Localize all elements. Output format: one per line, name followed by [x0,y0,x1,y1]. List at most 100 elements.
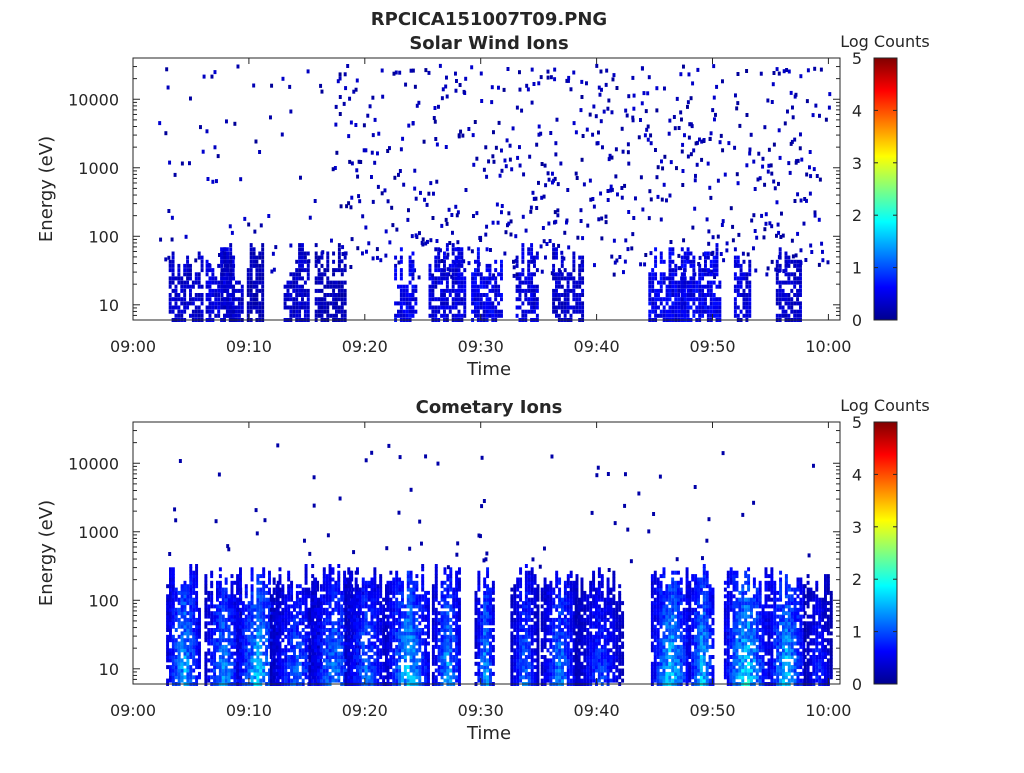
burst-cell [480,293,483,297]
burst-cell [284,293,287,297]
burst-cell [387,581,390,585]
burst-cell [359,618,362,622]
burst-cell [516,306,519,310]
burst-cell [284,285,287,289]
sparse-count-cell [414,85,417,89]
burst-cell [648,276,651,280]
sparse-count-cell [700,158,703,162]
burst-cell [213,638,216,642]
burst-cell [434,264,437,268]
burst-cell [219,574,222,578]
burst-cell [169,293,172,297]
burst-cell [368,604,371,608]
burst-cell [304,314,307,318]
sparse-count-cell [605,215,608,219]
sparse-count-cell [745,163,748,167]
burst-cell [298,293,301,297]
burst-cell [347,578,350,582]
burst-cell [209,297,212,301]
burst-cell [320,621,323,625]
burst-cell [320,584,323,588]
sparse-count-cell [464,77,467,81]
burst-cell [175,638,178,642]
burst-cell [226,260,229,264]
burst-cell [233,658,236,662]
burst-cell [674,310,677,314]
burst-cell [347,591,350,595]
burst-cell [335,285,338,289]
sparse-count-cell [763,183,766,187]
burst-cell [674,314,677,318]
burst-cell [787,297,790,301]
burst-cell [321,314,324,318]
burst-cell [296,584,299,588]
sparse-count-cell [217,154,220,158]
burst-cell [555,285,558,289]
burst-cell [486,276,489,280]
burst-cell [261,247,264,251]
burst-cell [225,618,228,622]
sparse-count-cell [357,194,360,198]
burst-cell [233,652,236,656]
burst-cell [394,314,397,318]
burst-cell [332,675,335,679]
burst-cell [394,301,397,305]
burst-cell [209,285,212,289]
burst-cell [555,306,558,310]
burst-cell [302,679,305,683]
burst-cell [175,628,178,632]
burst-cell [298,243,301,247]
burst-cell [452,272,455,276]
sparse-count-cell [214,145,217,149]
burst-cell [379,618,382,622]
burst-cell [412,297,415,301]
sparse-count-cell [613,73,616,77]
burst-cell [443,268,446,272]
sparse-count-cell [356,175,359,179]
burst-cell [684,297,687,301]
sparse-count-cell [654,148,657,152]
burst-cell [536,306,539,310]
burst-cell [486,285,489,289]
sparse-count-cell [777,223,780,227]
burst-cell [400,268,403,272]
burst-cell [692,256,695,260]
burst-cell [341,301,344,305]
burst-cell [315,310,318,314]
burst-cell [434,276,437,280]
burst-cell [400,306,403,310]
burst-cell [314,578,317,582]
burst-cell [326,285,329,289]
sparse-count-cell [354,123,357,127]
burst-cell [471,272,474,276]
burst-cell [172,289,175,293]
burst-cell [184,662,187,666]
burst-cell [223,276,226,280]
burst-cell [483,293,486,297]
burst-cell [460,281,463,285]
burst-cell [793,310,796,314]
burst-cell [387,631,390,635]
burst-cell [524,310,527,314]
sparse-count-cell [475,157,478,161]
burst-cell [497,293,500,297]
burst-cell [180,310,183,314]
burst-cell [521,310,524,314]
burst-cell [429,276,432,280]
burst-cell [483,314,486,318]
burst-cell [175,297,178,301]
burst-cell [707,289,710,293]
burst-cell [293,615,296,619]
burst-cell [796,297,799,301]
sparse-count-cell [598,86,601,90]
sparse-count-cell [501,204,504,208]
burst-cell [779,314,782,318]
burst-cell [287,281,290,285]
burst-cell [221,268,224,272]
burst-cell [231,669,234,673]
sparse-count-cell [519,164,522,168]
burst-cell [289,272,292,276]
sparse-count-cell [660,218,663,222]
burst-cell [654,272,657,276]
burst-cell [301,264,304,268]
